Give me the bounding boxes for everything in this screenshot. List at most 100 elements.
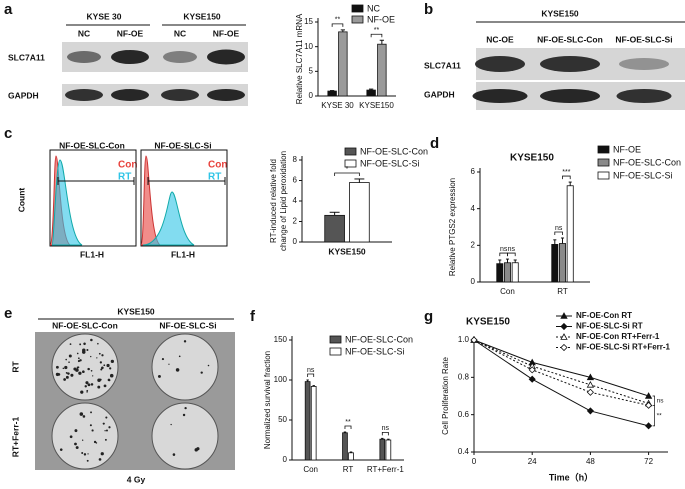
panel-letter: e [4, 305, 12, 322]
colony [73, 367, 77, 371]
error-bar [513, 259, 517, 263]
significance-label: ** [345, 419, 351, 426]
legend-label: Con [118, 160, 137, 171]
chart-title: KYSE150 [466, 317, 510, 328]
colony [83, 342, 86, 346]
colony [87, 367, 90, 371]
blot-band [475, 56, 525, 72]
flow-histogram [140, 155, 162, 246]
line [473, 339, 649, 397]
colony [77, 359, 81, 363]
colony [77, 357, 80, 360]
lane-label: NF-OE [117, 28, 144, 38]
legend-label: RT [208, 172, 221, 183]
colony [86, 459, 89, 462]
row-label: GAPDH [424, 89, 455, 99]
y-tick-label: 150 [274, 335, 288, 344]
x-tick-label: KYSE150 [359, 101, 394, 110]
line [473, 339, 649, 427]
colony [87, 453, 89, 455]
colony [86, 391, 88, 393]
flow-frame [49, 149, 137, 247]
colony [182, 413, 186, 417]
error-bar [381, 437, 384, 440]
colony [106, 363, 110, 368]
bar [366, 89, 376, 97]
bar [338, 31, 348, 97]
x-label: FL1-H [80, 249, 104, 259]
significance-label: *** [562, 169, 570, 176]
y-tick-label: 50 [278, 415, 287, 424]
legend-swatch [329, 335, 342, 344]
flow-histogram [142, 191, 195, 246]
significance-label: ns [555, 225, 563, 232]
bar [304, 381, 311, 461]
colony [69, 435, 73, 439]
lane-label: NC [78, 28, 90, 38]
colony [101, 366, 104, 370]
colony [105, 416, 108, 419]
y-tick-label: 0.4 [458, 447, 470, 456]
y-tick-label: 5 [309, 66, 314, 75]
blot-band [540, 56, 600, 72]
legend-swatch [597, 145, 610, 154]
legend-label: NF-OE-SLC-Si [345, 346, 405, 356]
colony [68, 354, 72, 358]
colony [65, 358, 67, 361]
bar [310, 385, 317, 461]
row-label: SLC7A11 [424, 60, 461, 70]
significance-bracket [554, 231, 563, 235]
colony [95, 442, 98, 444]
significance-label: ns [508, 246, 516, 253]
lane-label: NF-OE [213, 28, 240, 38]
colony [90, 383, 94, 386]
significance-bracket [507, 252, 516, 257]
colony [103, 384, 107, 388]
panel-letter: b [424, 1, 433, 18]
x-tick-label: KYSE 30 [321, 101, 354, 110]
error-bar [560, 237, 565, 244]
colony [59, 448, 63, 451]
legend-label: Con [208, 160, 227, 171]
y-tick-label: 6 [471, 167, 476, 176]
marker [586, 407, 594, 415]
lane-label: NF-OE-SLC-Si [615, 34, 672, 44]
panel-letter: d [430, 135, 439, 152]
plot-title: NF-OE-SLC-Con [59, 140, 125, 150]
error-bar [505, 258, 510, 263]
bar [559, 243, 566, 283]
colony [62, 367, 65, 370]
cell-line: KYSE 30 [87, 11, 122, 21]
colony [109, 373, 114, 378]
x-tick-label: 0 [472, 457, 477, 466]
error-bar [349, 451, 353, 453]
y-tick-label: 15 [304, 17, 313, 26]
colony [82, 348, 86, 352]
colony [100, 452, 104, 456]
significance-label: ns [307, 367, 315, 374]
y-tick-label: 0 [309, 91, 314, 100]
legend-swatch [597, 171, 610, 180]
colony [74, 429, 78, 433]
legend-label: NF-OE-SLC-Si [613, 170, 673, 180]
blot-band [111, 50, 149, 64]
plate [51, 402, 119, 470]
colony [76, 352, 79, 355]
colony [91, 429, 94, 432]
legend-label: NF-OE-SLC-Si RT+Ferr-1 [576, 343, 671, 352]
y-tick-label: 1.0 [458, 335, 470, 344]
y-tick-label: 10 [304, 42, 313, 51]
colony [104, 430, 106, 432]
significance-bracket [334, 172, 360, 176]
colony [65, 375, 69, 379]
blot-band [111, 89, 149, 101]
bar [379, 438, 386, 461]
colony [99, 378, 102, 381]
colony [55, 372, 60, 377]
marker [586, 373, 595, 381]
colony [110, 359, 114, 364]
blot-band [619, 58, 669, 70]
colony [161, 358, 165, 361]
marker [560, 333, 568, 340]
